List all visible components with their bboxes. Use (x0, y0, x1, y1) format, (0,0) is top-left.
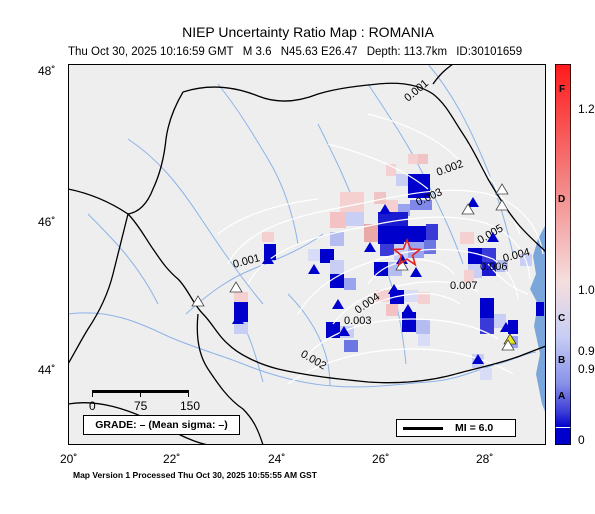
event-depth: Depth: 113.7km (366, 46, 448, 58)
black-sea (530, 224, 546, 414)
grade-letter-c: C (558, 313, 566, 324)
colorbar-label-0-9a: 0.9 (578, 344, 595, 358)
event-id: ID:30101659 (456, 46, 523, 58)
land-background (68, 64, 546, 445)
epicenter-star-icon (391, 237, 423, 267)
grade-letter-b: B (558, 355, 566, 366)
contour-label: 0.007 (450, 280, 478, 292)
grade-letter-f: F (559, 84, 566, 95)
event-location: N45.63 E26.47 (280, 46, 358, 58)
country-borders (68, 64, 546, 445)
uncertainty-map[interactable]: 0.001 0.002 0.003 0.005 0.004 0.007 0.00… (68, 64, 546, 445)
scale-tick-0: 0 (89, 399, 96, 413)
colorbar-label-1-0: 1.0 (578, 283, 595, 297)
scale-tick-150: 150 (180, 399, 201, 413)
contour-label: 0.006 (480, 261, 508, 273)
contour-label: 0.003 (344, 315, 372, 327)
map-footer: Map Version 1 Processed Thu Oct 30, 2025… (73, 470, 317, 480)
event-info: Thu Oct 30, 2025 10:16:59 GMT M 3.6 N45.… (68, 46, 528, 58)
map-title: NIEP Uncertainty Ratio Map : ROMANIA (182, 24, 434, 40)
lat-label-48: 48˚ (38, 64, 56, 78)
lon-label-20: 20˚ (60, 452, 78, 466)
lon-label-28: 28˚ (476, 452, 494, 466)
scale-tick-75: 75 (134, 399, 148, 413)
lon-label-26: 26˚ (372, 452, 390, 466)
mi-line (403, 427, 443, 430)
event-magnitude: M 3.6 (242, 46, 272, 58)
map-panel[interactable]: 0.001 0.002 0.003 0.005 0.004 0.007 0.00… (68, 64, 546, 445)
lon-label-22: 22˚ (163, 452, 181, 466)
contour-lines (217, 113, 544, 385)
lon-label-24: 24˚ (268, 452, 286, 466)
grade-letter-d: D (558, 194, 566, 205)
stations (191, 183, 517, 364)
grade-box: GRADE: – (Mean sigma: –) (83, 415, 240, 435)
lat-label-46: 46˚ (38, 215, 56, 229)
colorbar-label-0: 0 (578, 433, 585, 447)
colorbar-label-0-9b: 0.9 (578, 362, 595, 376)
lat-label-44: 44˚ (38, 363, 56, 377)
event-datetime: Thu Oct 30, 2025 10:16:59 GMT (68, 46, 234, 58)
grade-letter-a: A (558, 391, 566, 402)
mi-box: MI = 6.0 (396, 419, 516, 437)
colorbar (554, 63, 572, 446)
colorbar-label-1-2: 1.2 (578, 102, 595, 116)
mi-label: MI = 6.0 (455, 422, 494, 434)
